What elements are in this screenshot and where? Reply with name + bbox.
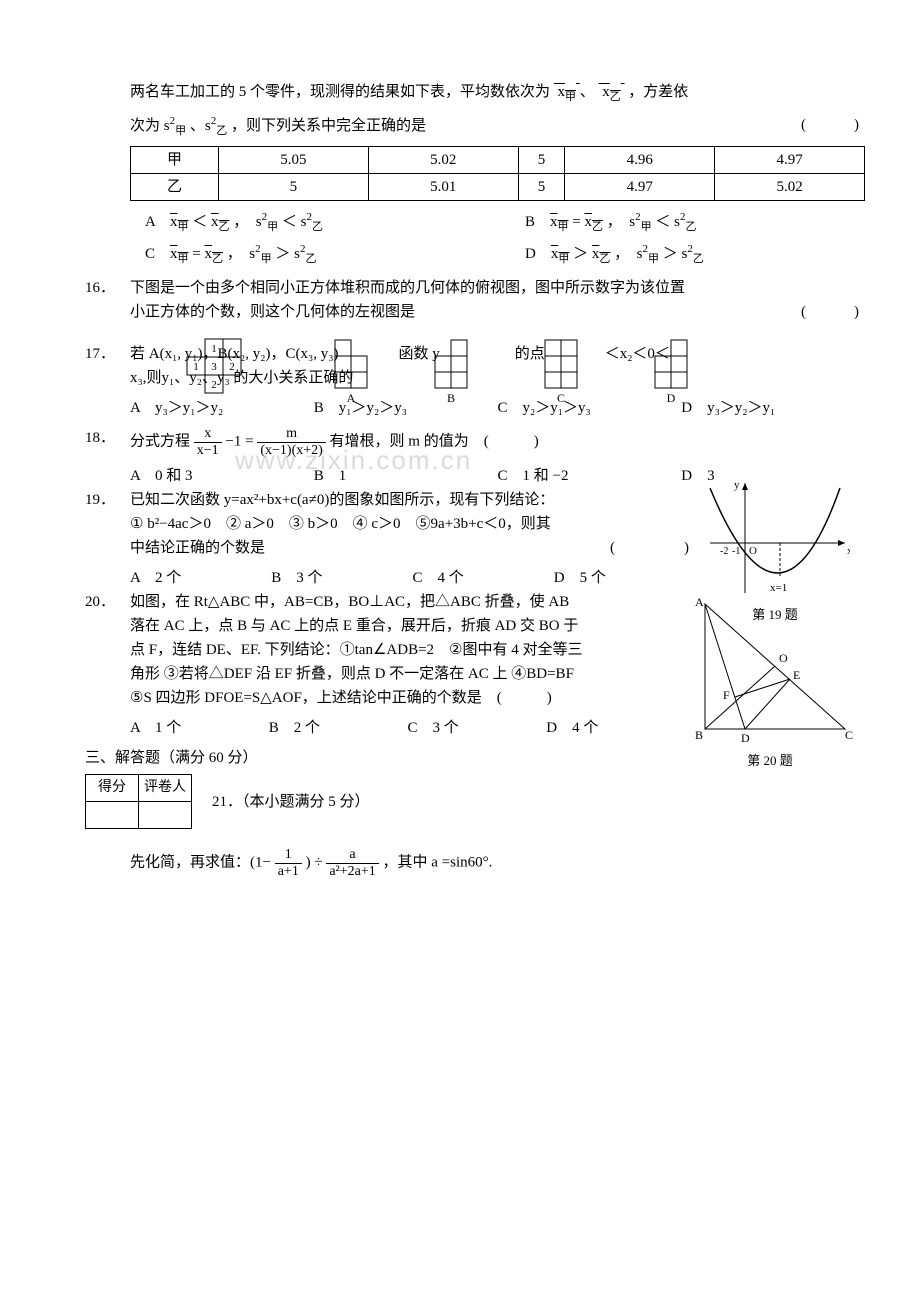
table-row: 甲 5.05 5.02 5 4.96 4.97 bbox=[131, 147, 865, 174]
svg-text:-2: -2 bbox=[720, 546, 728, 557]
q15-table: 甲 5.05 5.02 5 4.96 4.97 乙 5 5.01 5 4.97 … bbox=[130, 146, 865, 201]
q15-line2: 次为 s2甲 、s2乙 ，则下列关系中完全正确的是 ( ) bbox=[85, 113, 865, 141]
q15-optB: B x甲 = x乙 ， s2甲 ＜ s2乙 bbox=[525, 209, 865, 237]
svg-text:E: E bbox=[793, 668, 800, 682]
frac-2: m(x−1)(x+2) bbox=[257, 426, 325, 458]
q19: 19． 已知二次函数 y=ax²+bx+c(a≠0)的图象如图所示，现有下列结论… bbox=[85, 488, 865, 560]
q15-intro: 两名车工加工的 5 个零件，现测得的结果如下表，平均数依次为 bbox=[130, 84, 550, 100]
q21-body: 先化简，再求值：(1− 1a+1 ) ÷ aa²+2a+1 ，其中 a =sin… bbox=[85, 847, 865, 879]
q17-text2: x₃,则y₁、y₂、y₃ 的大小关系正确的 bbox=[130, 370, 353, 386]
svg-text:O: O bbox=[749, 545, 757, 557]
q21-header: 得分评卷人 21．（本小题满分 5 分） bbox=[85, 770, 865, 833]
q15-opts-ab: A x甲 ＜ x乙 ， s2甲 ＜ s2乙 B x甲 = x乙 ， s2甲 ＜ … bbox=[145, 209, 865, 237]
svg-text:D: D bbox=[741, 731, 750, 744]
svg-text:-1: -1 bbox=[732, 546, 740, 557]
q21-title: 21．（本小题满分 5 分） bbox=[212, 790, 370, 814]
q15-optA: A x甲 ＜ x乙 ， s2甲 ＜ s2乙 bbox=[145, 209, 485, 237]
score-table: 得分评卷人 bbox=[85, 774, 192, 829]
q21-frac2: aa²+2a+1 bbox=[326, 847, 378, 879]
table-row: 乙 5 5.01 5 4.97 5.02 bbox=[131, 174, 865, 201]
svg-text:A: A bbox=[695, 595, 704, 609]
q17: 17． 若 A(x₁, y₁)，B(x₂, y₂)，C(x₃, y₃) 函数 y… bbox=[85, 342, 865, 390]
q15-line1: 两名车工加工的 5 个零件，现测得的结果如下表，平均数依次为 x甲 、 x乙 ，… bbox=[85, 80, 865, 107]
q21-frac1: 1a+1 bbox=[275, 847, 302, 879]
q17-opts: A y₃＞y₁＞y₂ B y₁＞y₂＞y₃ C y₂＞y₁＞y₃ D y₃＞y₂… bbox=[130, 396, 865, 420]
q20-figure: A B C D E F O 第 20 题 bbox=[685, 594, 855, 772]
svg-text:B: B bbox=[695, 728, 703, 742]
q15-table-wrap: 甲 5.05 5.02 5 4.96 4.97 乙 5 5.01 5 4.97 … bbox=[85, 146, 865, 201]
q18: 18． 分式方程 xx−1 −1 = m(x−1)(x+2) 有增根，则 m 的… bbox=[85, 426, 865, 458]
q17-text1: 若 A(x₁, y₁)，B(x₂, y₂)，C(x₃, y₃) 函数 y 的点 … bbox=[130, 346, 670, 362]
frac-1: xx−1 bbox=[194, 426, 222, 458]
svg-text:F: F bbox=[723, 688, 730, 702]
svg-text:C: C bbox=[845, 728, 853, 742]
svg-text:x: x bbox=[847, 545, 850, 557]
q15-paren: ( ) bbox=[801, 113, 865, 137]
xbar1: x甲 bbox=[554, 80, 580, 107]
q16: 16． 下图是一个由多个相同小正方体堆积而成的几何体的俯视图，图中所示数字为该位… bbox=[85, 276, 865, 324]
q15-optC: C x甲 = x乙 ， s2甲 ＞ s2乙 bbox=[145, 241, 485, 269]
xbar2: x乙 bbox=[599, 80, 625, 107]
q15-optD: D x甲 ＞ x乙 ， s2甲 ＞ s2乙 bbox=[525, 241, 865, 269]
svg-text:O: O bbox=[779, 651, 788, 665]
q15-opts-cd: C x甲 = x乙 ， s2甲 ＞ s2乙 D x甲 ＞ x乙 ， s2甲 ＞ … bbox=[145, 241, 865, 269]
q20: 20． 如图，在 Rt△ABC 中，AB=CB，BO⊥AC，把△ABC 折叠，使… bbox=[85, 590, 865, 710]
svg-text:y: y bbox=[734, 479, 740, 491]
